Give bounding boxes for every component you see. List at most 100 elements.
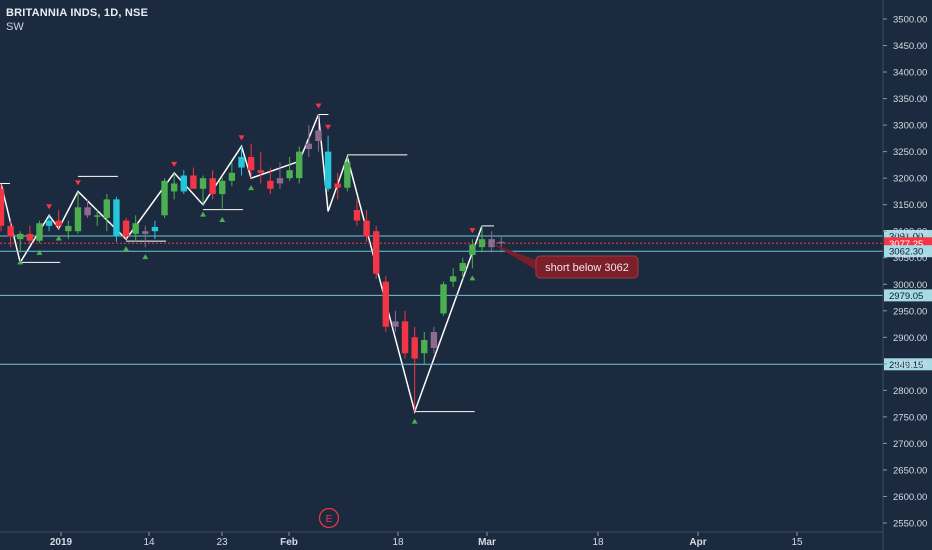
candle-body (305, 143, 313, 149)
price-tick-label: 3500.00 (893, 15, 927, 26)
price-level-tag (884, 289, 932, 302)
time-tick-label: 18 (592, 537, 604, 548)
price-tick-label: 3000.00 (893, 280, 927, 291)
price-tick-label: 2600.00 (893, 492, 927, 503)
candle-body (257, 170, 264, 173)
price-tick-label: 3100.00 (893, 227, 927, 238)
time-tick-label: 18 (392, 537, 404, 548)
swing-low-marker (411, 418, 418, 424)
candle-body (488, 239, 495, 248)
price-tick-label: 3450.00 (893, 41, 927, 52)
candle-body (74, 207, 82, 232)
candle-body (219, 180, 226, 195)
swing-low-marker (142, 254, 149, 260)
annotation-box (535, 255, 639, 279)
price-tick-label: 2950.00 (893, 306, 927, 317)
candle-body (353, 209, 361, 221)
swing-high-marker (325, 124, 332, 130)
candle-body (55, 220, 62, 226)
time-tick-label: 14 (143, 537, 155, 548)
candle-body (113, 199, 120, 237)
annotation-pointer (491, 243, 536, 270)
time-tick-label: Feb (280, 537, 298, 548)
price-level-label: 3091.00 (889, 231, 923, 242)
candle-body (498, 241, 505, 244)
candle-body (469, 244, 476, 256)
candle-body (132, 223, 139, 234)
price-tick-label: 2650.00 (893, 465, 927, 476)
price-level-tag (884, 245, 932, 258)
price-level-label: 2979.05 (889, 291, 923, 302)
swing-low-marker (123, 246, 130, 252)
candle-body (26, 233, 34, 241)
indicator-label[interactable]: SW (6, 21, 24, 33)
candle-body (65, 225, 72, 232)
time-tick-label: 2019 (50, 537, 73, 548)
time-axis: 2019 14 23 Feb 18 Mar 18 Apr 15 (0, 531, 883, 548)
swing-high-marker (46, 204, 53, 210)
candle-body (151, 226, 159, 232)
candle-body (247, 156, 255, 171)
price-tick-label: 3050.00 (893, 253, 927, 264)
time-tick-label: Mar (478, 537, 496, 548)
annotation-layer: short below 3062 E (318, 243, 639, 529)
price-tick-label: 3150.00 (893, 200, 927, 211)
candle-body (392, 321, 399, 327)
candle-body (267, 180, 274, 189)
candle-body (122, 220, 130, 237)
candle-body (17, 233, 24, 240)
candle-body (276, 178, 284, 184)
candle-body (421, 339, 428, 354)
swing-low-marker (17, 259, 24, 265)
candle-body (315, 130, 322, 142)
swing-low-marker (219, 216, 226, 222)
price-level-label: 2849.15 (889, 360, 923, 371)
candle-body (430, 332, 438, 348)
swing-low-marker (248, 185, 255, 191)
candle-body (296, 151, 303, 179)
swing-low-marker (36, 249, 43, 255)
candle-body (94, 215, 101, 217)
swing-high-marker (469, 228, 476, 234)
candle-body (411, 337, 418, 359)
candle-body (45, 220, 53, 226)
price-tick-label: 3350.00 (893, 94, 927, 105)
candle-body (142, 231, 149, 234)
swing-high-marker (315, 103, 322, 109)
candle-body (161, 180, 168, 216)
swing-low-marker (55, 235, 62, 241)
candle-body (0, 188, 5, 226)
candle-body (228, 172, 236, 181)
symbol-title[interactable]: BRITANNIA INDS, 1D, NSE (6, 7, 149, 19)
price-level-tag (884, 358, 932, 371)
event-marker-label: E (326, 514, 333, 525)
candle-body (449, 276, 457, 282)
candle-body (238, 156, 245, 168)
time-tick-label: 15 (791, 537, 803, 548)
candle-body (459, 263, 466, 271)
price-tick-label: 3200.00 (893, 174, 927, 185)
swing-high-marker (171, 161, 178, 167)
price-level-label: 3062.30 (889, 247, 923, 258)
candle-body (103, 199, 111, 218)
price-tick-label: 3300.00 (893, 121, 927, 132)
candle-body (199, 178, 207, 189)
time-tick-label: 23 (216, 537, 228, 548)
candle-body (84, 207, 91, 216)
candle-body (372, 231, 380, 274)
candle-body (209, 178, 216, 195)
price-tick-label: 2750.00 (893, 412, 927, 423)
candle-body (334, 183, 341, 188)
price-tick-label: 2700.00 (893, 439, 927, 450)
price-tick-label: 2850.00 (893, 359, 927, 370)
swing-high-marker (238, 135, 245, 141)
swing-low-marker (200, 211, 207, 217)
price-level-label: 3077.25 (889, 239, 923, 250)
candle-body (401, 321, 409, 354)
candle-body (36, 223, 43, 241)
candle-body (344, 162, 351, 188)
candle-body (440, 284, 447, 314)
candle-body (478, 239, 486, 248)
